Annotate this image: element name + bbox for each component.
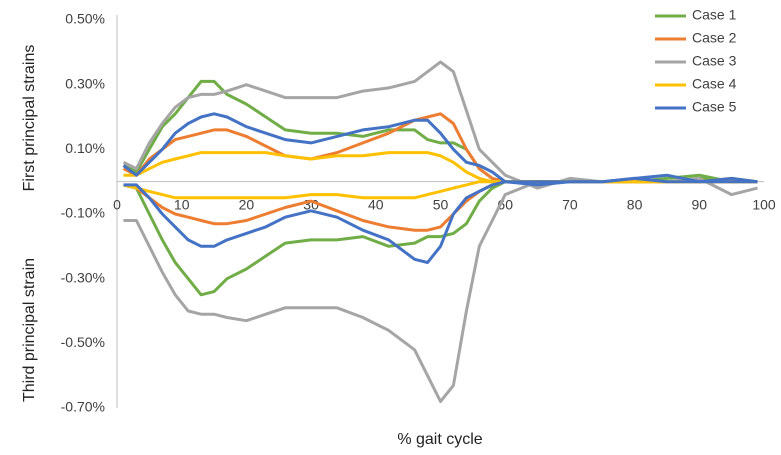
data-line xyxy=(123,151,758,184)
legend-label: Case 3 xyxy=(692,53,737,69)
x-tick-label: 90 xyxy=(692,196,708,212)
legend-label: Case 1 xyxy=(692,7,737,23)
data-line xyxy=(122,112,758,184)
x-tick-label: 30 xyxy=(303,196,319,212)
legend-label: Case 4 xyxy=(692,76,737,92)
legend-label: Case 5 xyxy=(692,99,737,115)
data-line xyxy=(123,180,758,403)
y-tick-label: -0.10% xyxy=(61,205,105,221)
x-tick-label: 10 xyxy=(174,196,190,212)
data-line xyxy=(122,112,758,187)
y-tick-label: -0.50% xyxy=(61,334,105,350)
y-tick-label: 0.50% xyxy=(65,11,105,27)
y-axis-title: First principal strains xyxy=(21,45,38,192)
y-tick-label: -0.30% xyxy=(61,269,105,285)
data-line xyxy=(123,176,758,264)
x-tick-label: 100 xyxy=(752,196,776,212)
x-tick-label: 20 xyxy=(239,196,255,212)
y-tick-label: -0.70% xyxy=(61,399,105,415)
x-tick-label: 40 xyxy=(368,196,384,212)
x-tick-label: 80 xyxy=(627,196,643,212)
x-tick-label: 50 xyxy=(433,196,449,212)
legend-label: Case 2 xyxy=(692,30,737,46)
y-axis-title: Third principal strain xyxy=(21,258,38,402)
y-tick-label: 0.30% xyxy=(65,75,105,91)
x-tick-label: 70 xyxy=(562,196,578,212)
x-tick-label: 0 xyxy=(113,196,121,212)
x-axis-title: % gait cycle xyxy=(397,431,482,448)
y-tick-label: 0.10% xyxy=(65,140,105,156)
